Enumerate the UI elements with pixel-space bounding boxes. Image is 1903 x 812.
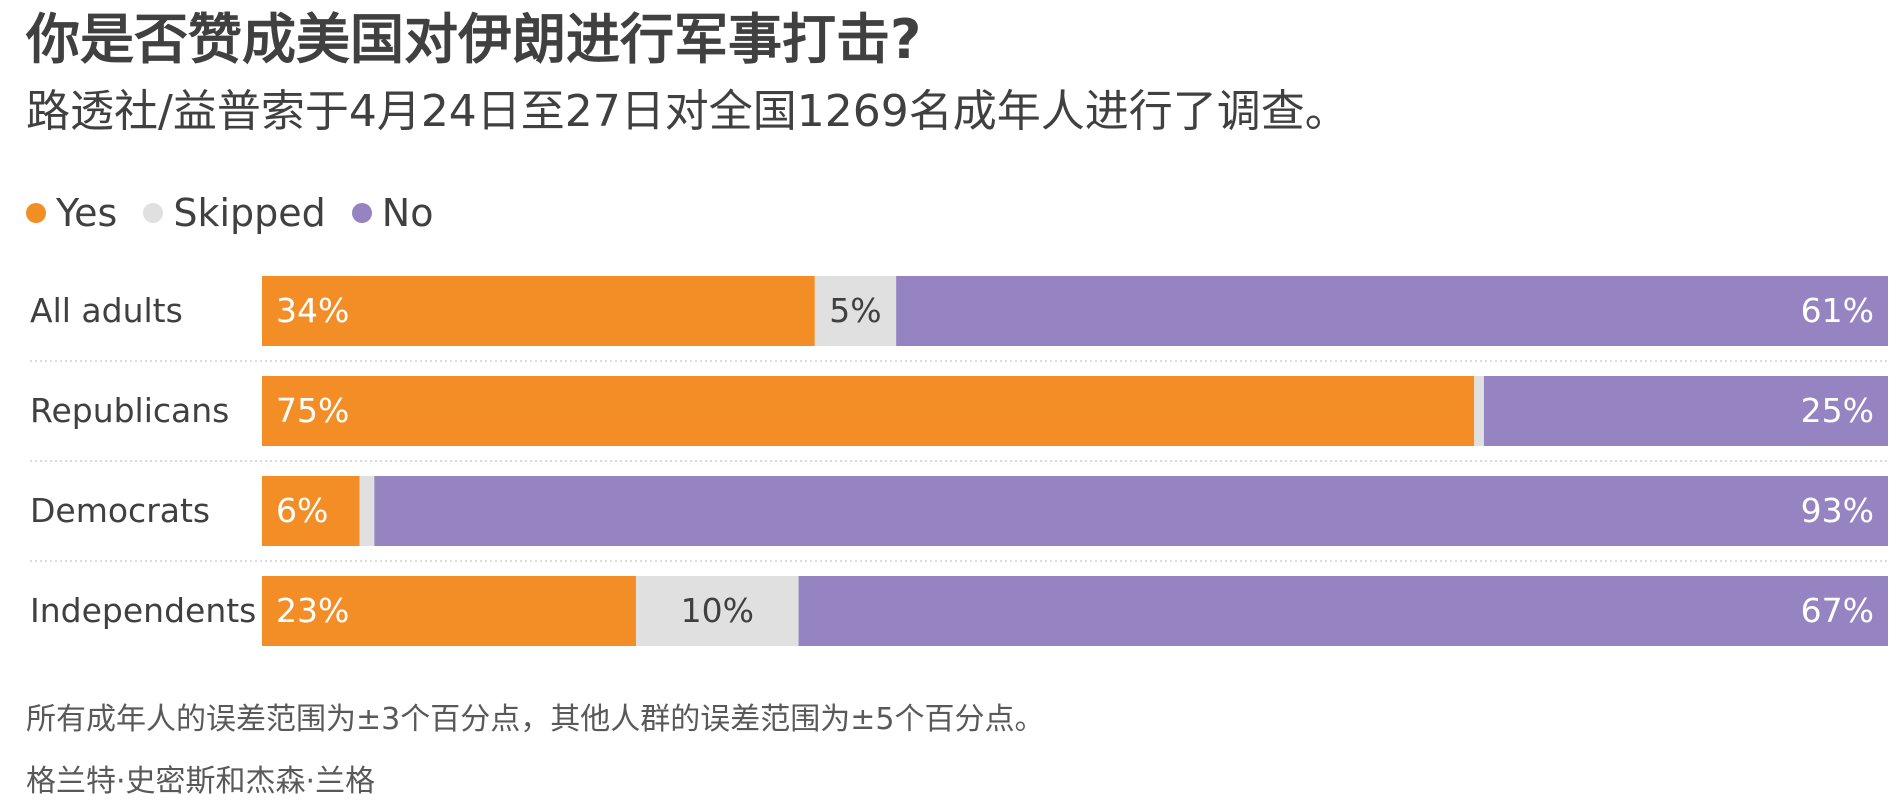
legend-dot-no <box>351 203 372 223</box>
chart-legend: Yes Skipped No <box>26 188 459 238</box>
category-label-republicans: Republicans <box>30 391 229 430</box>
bar-skipped-democrats <box>359 476 375 546</box>
chart-title: 你是否赞成美国对伊朗进行军事打击? <box>26 8 922 71</box>
bar-yes-independents <box>262 576 636 646</box>
bar-yes-all-adults <box>262 276 815 346</box>
data-label-skipped-independents: 10% <box>681 591 754 630</box>
bar-yes-republicans <box>262 376 1475 446</box>
data-label-no-democrats: 93% <box>1801 491 1874 530</box>
legend-dot-skipped <box>143 203 164 223</box>
chart-subtitle: 路透社/益普索于4月24日至27日对全国1269名成年人进行了调查。 <box>26 86 1349 137</box>
bar-no-all-adults <box>896 276 1888 346</box>
credit: 格兰特·史密斯和杰森·兰格 <box>26 764 376 799</box>
data-label-yes-republicans: 75% <box>276 391 349 430</box>
data-label-yes-independents: 23% <box>276 591 349 630</box>
bar-no-independents <box>798 576 1888 646</box>
data-label-no-republicans: 25% <box>1801 391 1874 430</box>
legend-item-no: No <box>351 191 434 235</box>
legend-dot-yes <box>26 203 46 223</box>
legend-label-no: No <box>381 191 434 235</box>
legend-item-yes: Yes <box>26 191 117 235</box>
category-label-democrats: Democrats <box>30 491 210 530</box>
bar-no-republicans <box>1483 376 1888 446</box>
data-label-no-independents: 67% <box>1801 591 1874 630</box>
category-label-all-adults: All adults <box>30 291 183 330</box>
legend-label-skipped: Skipped <box>173 191 326 235</box>
bar-skipped-independents <box>635 576 799 646</box>
data-label-yes-democrats: 6% <box>276 491 328 530</box>
category-label-independents: Independents <box>30 591 256 630</box>
bar-skipped-republicans <box>1474 376 1484 446</box>
data-label-no-all-adults: 61% <box>1801 291 1874 330</box>
data-label-yes-all-adults: 34% <box>276 291 349 330</box>
bar-yes-democrats <box>262 476 360 546</box>
legend-label-yes: Yes <box>56 191 118 235</box>
legend-item-skipped: Skipped <box>143 191 326 235</box>
data-label-skipped-all-adults: 5% <box>829 291 881 330</box>
bar-skipped-all-adults <box>814 276 897 346</box>
footnote: 所有成年人的误差范围为±3个百分点，其他人群的误差范围为±5个百分点。 <box>26 702 1045 737</box>
bar-no-democrats <box>374 476 1889 546</box>
